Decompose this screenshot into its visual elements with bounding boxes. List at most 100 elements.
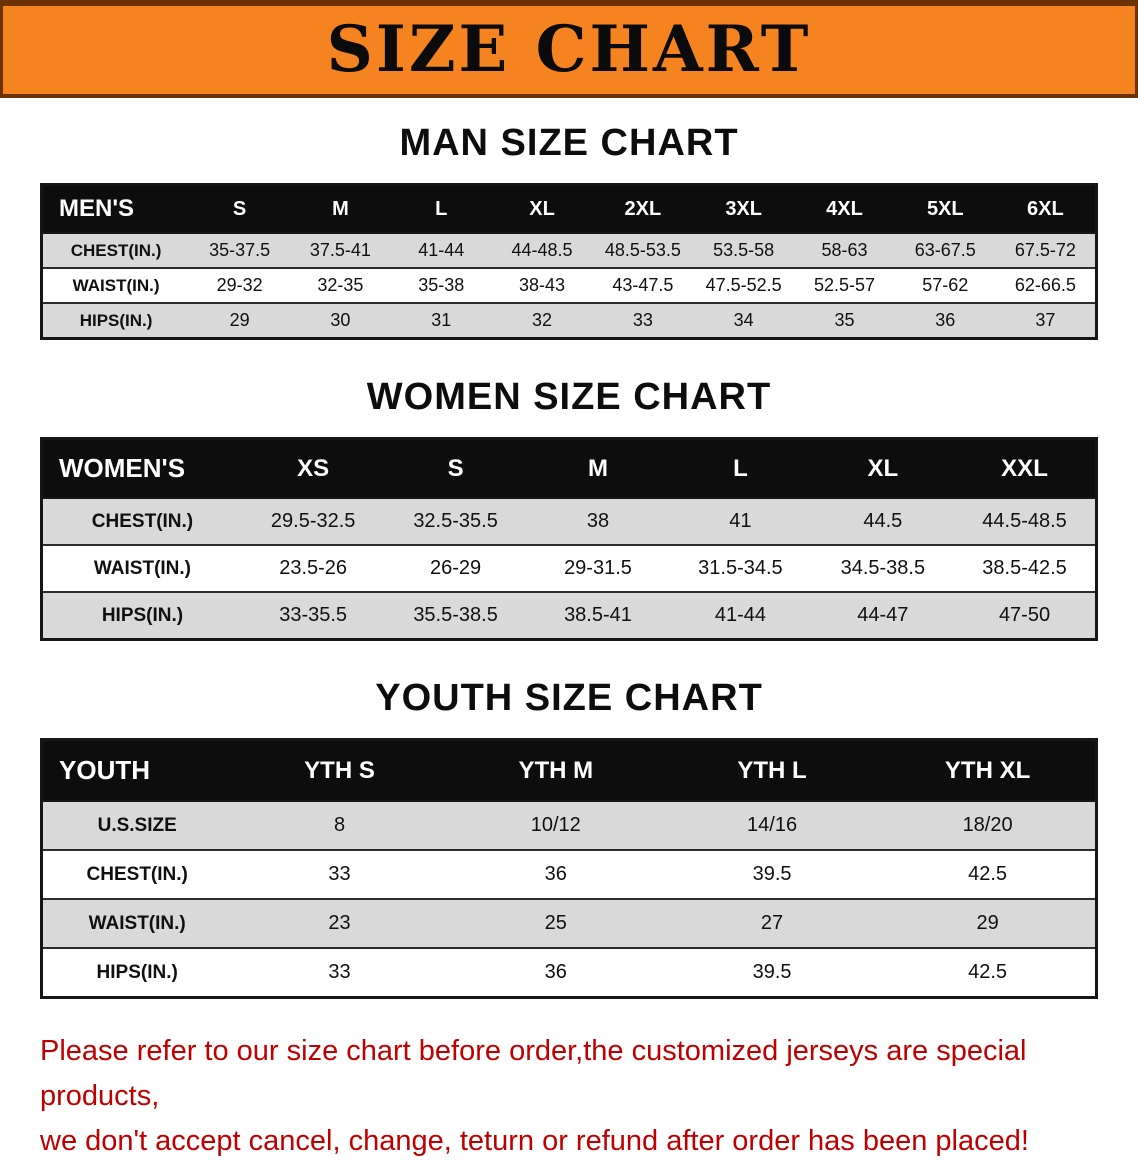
men-size-section: MAN SIZE CHART MEN'S S M L XL 2XL 3XL 4XL 5XL 6XL… xyxy=(0,122,1138,340)
size-value-cell: 33 xyxy=(231,849,448,899)
size-column-header: M xyxy=(526,438,670,499)
size-value-cell: 34 xyxy=(693,302,795,339)
measurement-row-label: WAIST(IN.) xyxy=(41,544,242,592)
size-value-cell: 23.5-26 xyxy=(241,544,385,592)
size-column-header: XS xyxy=(241,438,385,499)
table-header-row: YOUTH YTH S YTH M YTH L YTH XL xyxy=(41,739,1097,802)
size-value-cell: 57-62 xyxy=(894,267,996,303)
size-value-cell: 29-31.5 xyxy=(526,544,670,592)
size-value-cell: 42.5 xyxy=(880,849,1097,899)
size-value-cell: 41-44 xyxy=(669,591,812,640)
size-column-header: 6XL xyxy=(995,184,1097,234)
size-value-cell: 37 xyxy=(995,302,1097,339)
size-value-cell: 14/16 xyxy=(663,800,881,850)
women-size-section: WOMEN SIZE CHART WOMEN'S XS S M L XL XXL CHEST(… xyxy=(0,376,1138,641)
measurement-row-label: U.S.SIZE xyxy=(41,800,232,850)
size-value-cell: 37.5-41 xyxy=(290,232,391,268)
size-column-header: YTH L xyxy=(663,739,881,802)
size-value-cell: 38 xyxy=(526,497,670,545)
size-value-cell: 52.5-57 xyxy=(794,267,895,303)
size-value-cell: 25 xyxy=(447,898,664,948)
men-section-heading: MAN SIZE CHART xyxy=(399,122,739,164)
table-row: WAIST(IN.) 23.5-26 26-29 29-31.5 31.5-34.5 34… xyxy=(41,544,1097,592)
size-value-cell: 35-37.5 xyxy=(189,232,290,268)
size-value-cell: 41 xyxy=(669,497,812,545)
table-row: U.S.SIZE 8 10/12 14/16 18/20 xyxy=(41,800,1097,850)
size-value-cell: 39.5 xyxy=(663,947,881,998)
size-column-header: YTH S xyxy=(231,739,448,802)
size-value-cell: 36 xyxy=(447,947,664,998)
size-column-header: L xyxy=(390,184,492,234)
size-value-cell: 62-66.5 xyxy=(995,267,1097,303)
measurement-row-label: HIPS(IN.) xyxy=(41,591,242,640)
size-column-header: XL xyxy=(491,184,593,234)
size-value-cell: 38-43 xyxy=(491,267,593,303)
table-corner-header: YOUTH xyxy=(41,739,232,802)
size-value-cell: 35 xyxy=(794,302,895,339)
size-column-header: XXL xyxy=(954,438,1097,499)
size-value-cell: 38.5-42.5 xyxy=(954,544,1097,592)
size-value-cell: 35-38 xyxy=(390,267,492,303)
size-value-cell: 8 xyxy=(231,800,448,850)
size-value-cell: 44-48.5 xyxy=(491,232,593,268)
size-value-cell: 47.5-52.5 xyxy=(693,267,795,303)
size-value-cell: 32.5-35.5 xyxy=(384,497,527,545)
footer-line-1: Please refer to our size chart before or… xyxy=(40,1035,1027,1112)
size-value-cell: 44.5 xyxy=(811,497,955,545)
size-value-cell: 18/20 xyxy=(880,800,1097,850)
table-row: WAIST(IN.) 23 25 27 29 xyxy=(41,898,1097,948)
size-value-cell: 29 xyxy=(880,898,1097,948)
size-column-header: 3XL xyxy=(693,184,795,234)
size-value-cell: 10/12 xyxy=(447,800,664,850)
size-column-header: 2XL xyxy=(592,184,694,234)
table-row: WAIST(IN.) 29-32 32-35 35-38 38-43 43-47.5 47.… xyxy=(41,267,1097,303)
size-column-header: 5XL xyxy=(894,184,996,234)
table-corner-header: MEN'S xyxy=(41,184,190,234)
size-value-cell: 35.5-38.5 xyxy=(384,591,527,640)
table-header-row: WOMEN'S XS S M L XL XXL xyxy=(41,438,1097,499)
table-row: CHEST(IN.) 35-37.5 37.5-41 41-44 44-48.5 48.5… xyxy=(41,232,1097,268)
table-header-row: MEN'S S M L XL 2XL 3XL 4XL 5XL 6XL xyxy=(41,184,1097,234)
size-value-cell: 67.5-72 xyxy=(995,232,1097,268)
size-value-cell: 31.5-34.5 xyxy=(669,544,812,592)
size-value-cell: 29-32 xyxy=(189,267,290,303)
size-value-cell: 33-35.5 xyxy=(241,591,385,640)
size-value-cell: 47-50 xyxy=(954,591,1097,640)
table-row: HIPS(IN.) 29 30 31 32 33 34 35 36 37 xyxy=(41,302,1097,339)
table-row: CHEST(IN.) 29.5-32.5 32.5-35.5 38 41 44.5 44.5… xyxy=(41,497,1097,545)
size-value-cell: 31 xyxy=(390,302,492,339)
size-value-cell: 32 xyxy=(491,302,593,339)
women-section-heading: WOMEN SIZE CHART xyxy=(366,376,772,418)
size-value-cell: 53.5-58 xyxy=(693,232,795,268)
size-value-cell: 63-67.5 xyxy=(894,232,996,268)
size-column-header: S xyxy=(189,184,290,234)
size-value-cell: 27 xyxy=(663,898,881,948)
size-value-cell: 42.5 xyxy=(880,947,1097,998)
size-column-header: XL xyxy=(811,438,955,499)
youth-size-section: YOUTH SIZE CHART YOUTH YTH S YTH M YTH L YTH… xyxy=(0,677,1138,999)
size-value-cell: 43-47.5 xyxy=(592,267,694,303)
size-value-cell: 30 xyxy=(290,302,391,339)
size-value-cell: 39.5 xyxy=(663,849,881,899)
size-column-header: L xyxy=(669,438,812,499)
table-row: CHEST(IN.) 33 36 39.5 42.5 xyxy=(41,849,1097,899)
youth-size-table: YOUTH YTH S YTH M YTH L YTH XL U.S.SIZE 8 10/12… xyxy=(40,738,1098,999)
size-value-cell: 58-63 xyxy=(794,232,895,268)
size-column-header: 4XL xyxy=(794,184,895,234)
size-value-cell: 33 xyxy=(592,302,694,339)
size-value-cell: 34.5-38.5 xyxy=(811,544,955,592)
measurement-row-label: WAIST(IN.) xyxy=(41,267,190,303)
table-row: HIPS(IN.) 33-35.5 35.5-38.5 38.5-41 41-44 44-… xyxy=(41,591,1097,640)
size-value-cell: 32-35 xyxy=(290,267,391,303)
youth-section-heading: YOUTH SIZE CHART xyxy=(375,677,763,719)
size-value-cell: 36 xyxy=(894,302,996,339)
measurement-row-label: HIPS(IN.) xyxy=(41,302,190,339)
size-value-cell: 26-29 xyxy=(384,544,527,592)
footer-note: Please refer to our size chart before or… xyxy=(40,1029,1114,1164)
size-column-header: YTH M xyxy=(447,739,664,802)
size-value-cell: 38.5-41 xyxy=(526,591,670,640)
size-column-header: YTH XL xyxy=(880,739,1097,802)
measurement-row-label: CHEST(IN.) xyxy=(41,232,190,268)
table-row: HIPS(IN.) 33 36 39.5 42.5 xyxy=(41,947,1097,998)
table-corner-header: WOMEN'S xyxy=(41,438,242,499)
